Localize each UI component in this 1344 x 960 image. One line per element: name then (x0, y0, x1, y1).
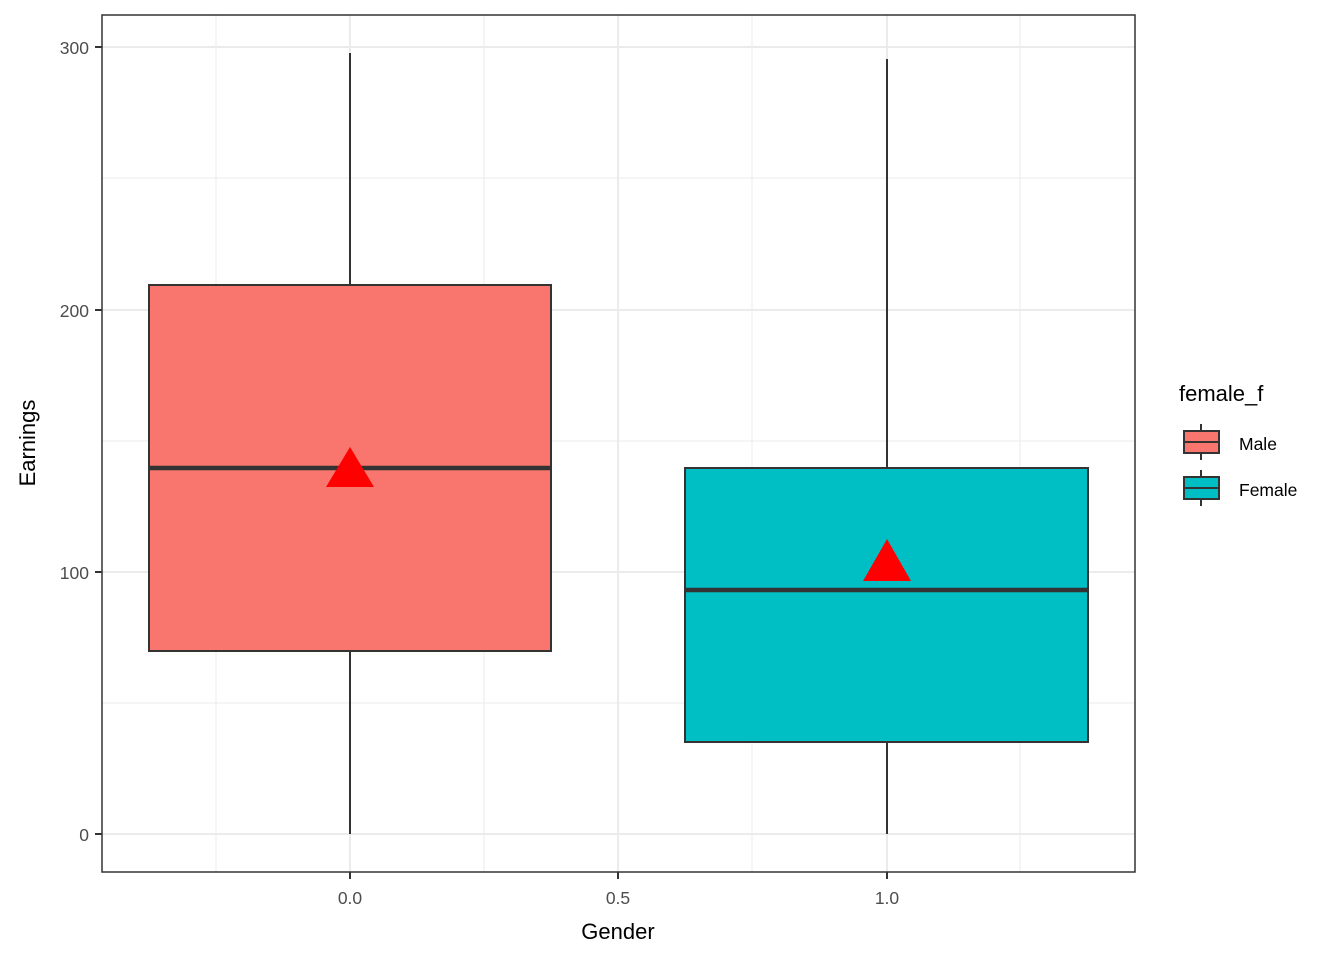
y-axis: 300 200 100 0 Earnings (15, 38, 102, 845)
y-tick-0: 0 (79, 825, 89, 845)
legend-label-male: Male (1239, 434, 1277, 454)
legend: female_f Male Female (1179, 381, 1297, 506)
y-tick-200: 200 (60, 301, 89, 321)
box-female (684, 59, 1089, 834)
legend-label-female: Female (1239, 480, 1297, 500)
x-tick-0-5: 0.5 (606, 888, 630, 908)
y-tick-100: 100 (60, 563, 89, 583)
legend-title: female_f (1179, 381, 1264, 406)
legend-key-male (1183, 424, 1220, 460)
box-male (148, 53, 552, 834)
y-tick-300: 300 (60, 38, 89, 58)
y-axis-title: Earnings (15, 400, 40, 487)
x-axis: 0.0 0.5 1.0 Gender (338, 872, 900, 944)
x-tick-0: 0.0 (338, 888, 363, 908)
x-tick-1: 1.0 (875, 888, 900, 908)
x-axis-title: Gender (581, 919, 654, 944)
mean-marker-female (863, 539, 911, 581)
legend-key-female (1183, 470, 1220, 506)
mean-marker-male (326, 447, 374, 487)
